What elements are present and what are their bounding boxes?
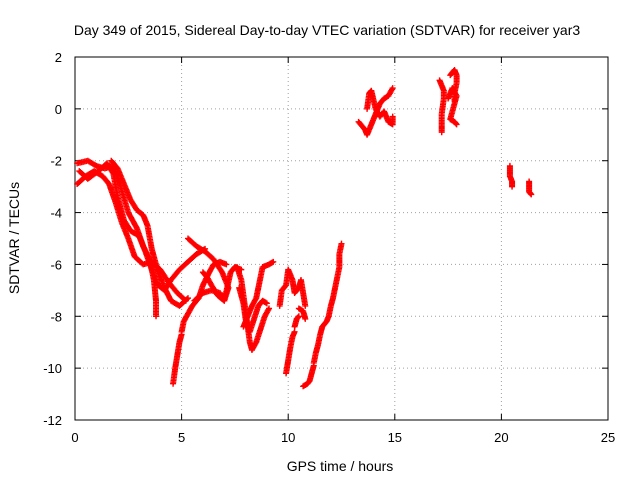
data-point [265, 306, 272, 313]
x-tick-label: 10 [281, 430, 295, 445]
data-point [338, 240, 345, 247]
data-point [252, 340, 259, 347]
data-point [295, 313, 302, 320]
y-tick-label: -8 [50, 309, 62, 324]
data-point [263, 300, 270, 307]
data-point [200, 270, 207, 277]
data-point [153, 313, 160, 320]
chart-title: Day 349 of 2015, Sidereal Day-to-day VTE… [74, 22, 580, 38]
x-tick-label: 15 [388, 430, 402, 445]
data-point [223, 261, 230, 268]
x-tick-label: 20 [494, 430, 508, 445]
data-point [109, 169, 116, 176]
data-point [509, 183, 516, 190]
y-tick-label: -2 [50, 154, 62, 169]
data-point [302, 315, 309, 322]
grid-lines [75, 57, 608, 420]
plot-area [74, 56, 609, 421]
data-point [528, 191, 535, 198]
data-point [199, 269, 206, 276]
data-point [184, 295, 191, 302]
y-tick-label: -6 [50, 257, 62, 272]
data-point [388, 86, 395, 93]
y-tick-label: 2 [55, 50, 62, 65]
y-axis-title: SDTVAR / TECUs [6, 182, 22, 294]
y-tick-label: -12 [43, 413, 62, 428]
y-tick-label: -10 [43, 361, 62, 376]
axes: 0 5 10 15 20 25 -12 -10 -8 -6 -4 -2 0 2 [43, 50, 615, 445]
data-point [438, 129, 445, 136]
data-point [252, 296, 259, 303]
y-tick-label: -4 [50, 206, 62, 221]
data-point [389, 85, 396, 92]
data-point [266, 305, 273, 312]
data-point [302, 302, 309, 309]
x-tick-label: 25 [601, 430, 615, 445]
data-point [291, 328, 298, 335]
data-point [453, 121, 460, 128]
data-point [295, 314, 302, 321]
x-tick-label: 0 [71, 430, 78, 445]
data-point [527, 190, 534, 197]
data-point [183, 296, 190, 303]
x-tick-label: 5 [178, 430, 185, 445]
y-tick-label: 0 [55, 102, 62, 117]
data-point [270, 258, 277, 265]
data-point [389, 113, 396, 120]
data-markers [74, 66, 535, 390]
data-point [452, 120, 459, 127]
x-axis-title: GPS time / hours [287, 458, 394, 474]
